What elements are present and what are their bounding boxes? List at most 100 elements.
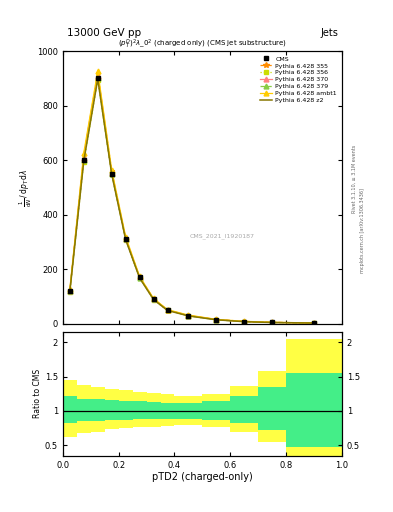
Pythia 6.428 355 — [123, 235, 128, 241]
Pythia 6.428 370 — [123, 236, 128, 242]
Pythia 6.428 379 — [214, 316, 219, 323]
Pythia 6.428 ambt1 — [151, 295, 156, 302]
Pythia 6.428 379 — [123, 236, 128, 242]
Line: Pythia 6.428 z2: Pythia 6.428 z2 — [70, 79, 314, 323]
CMS — [95, 75, 100, 81]
CMS — [151, 296, 156, 303]
Text: Rivet 3.1.10, ≥ 3.1M events: Rivet 3.1.10, ≥ 3.1M events — [352, 145, 357, 214]
Pythia 6.428 370 — [312, 320, 316, 326]
Pythia 6.428 z2 — [151, 296, 156, 303]
Pythia 6.428 356 — [123, 237, 128, 243]
Pythia 6.428 355 — [68, 287, 72, 293]
Pythia 6.428 ambt1 — [165, 307, 170, 313]
Pythia 6.428 370 — [270, 319, 275, 326]
Pythia 6.428 379 — [270, 319, 275, 326]
Pythia 6.428 379 — [186, 313, 191, 319]
Pythia 6.428 355 — [270, 319, 275, 326]
Pythia 6.428 z2 — [186, 313, 191, 319]
CMS — [137, 274, 142, 281]
CMS — [312, 320, 316, 326]
Pythia 6.428 ambt1 — [137, 273, 142, 280]
CMS — [109, 171, 114, 177]
CMS — [123, 236, 128, 242]
Pythia 6.428 370 — [109, 170, 114, 177]
Text: Jets: Jets — [320, 28, 338, 38]
Pythia 6.428 355 — [242, 318, 247, 325]
Pythia 6.428 356 — [95, 77, 100, 83]
Pythia 6.428 z2 — [137, 275, 142, 281]
Pythia 6.428 356 — [137, 275, 142, 281]
Pythia 6.428 z2 — [270, 319, 275, 326]
Pythia 6.428 379 — [151, 296, 156, 303]
Pythia 6.428 ambt1 — [81, 150, 86, 156]
Pythia 6.428 379 — [109, 171, 114, 177]
Line: Pythia 6.428 370: Pythia 6.428 370 — [68, 74, 316, 326]
Pythia 6.428 370 — [95, 73, 100, 79]
Pythia 6.428 356 — [165, 307, 170, 313]
Pythia 6.428 379 — [312, 320, 316, 326]
Text: 13000 GeV pp: 13000 GeV pp — [67, 28, 141, 38]
Pythia 6.428 ambt1 — [214, 316, 219, 323]
Pythia 6.428 356 — [151, 296, 156, 303]
Pythia 6.428 z2 — [123, 237, 128, 243]
Pythia 6.428 379 — [95, 75, 100, 81]
Pythia 6.428 355 — [165, 307, 170, 313]
Pythia 6.428 370 — [242, 318, 247, 325]
Pythia 6.428 370 — [165, 307, 170, 313]
Line: Pythia 6.428 355: Pythia 6.428 355 — [68, 71, 316, 326]
Pythia 6.428 370 — [151, 296, 156, 303]
Pythia 6.428 356 — [109, 172, 114, 178]
Pythia 6.428 379 — [81, 157, 86, 163]
Pythia 6.428 ambt1 — [186, 312, 191, 318]
Text: mcplots.cern.ch [arXiv:1306.3436]: mcplots.cern.ch [arXiv:1306.3436] — [360, 188, 365, 273]
Pythia 6.428 z2 — [165, 307, 170, 313]
Pythia 6.428 355 — [81, 152, 86, 158]
CMS — [165, 307, 170, 313]
Pythia 6.428 370 — [214, 316, 219, 323]
Pythia 6.428 ambt1 — [270, 319, 275, 325]
Pythia 6.428 355 — [186, 312, 191, 318]
Title: $(p_T^D)^2\lambda\_0^2$ (charged only) (CMS jet substructure): $(p_T^D)^2\lambda\_0^2$ (charged only) (… — [118, 38, 287, 51]
CMS — [270, 319, 275, 326]
Pythia 6.428 379 — [68, 288, 72, 294]
Pythia 6.428 ambt1 — [242, 318, 247, 325]
Pythia 6.428 379 — [242, 318, 247, 325]
Pythia 6.428 z2 — [214, 317, 219, 323]
Legend: CMS, Pythia 6.428 355, Pythia 6.428 356, Pythia 6.428 370, Pythia 6.428 379, Pyt: CMS, Pythia 6.428 355, Pythia 6.428 356,… — [258, 54, 339, 105]
Pythia 6.428 379 — [165, 307, 170, 313]
Pythia 6.428 355 — [95, 70, 100, 76]
CMS — [186, 313, 191, 319]
Pythia 6.428 355 — [214, 316, 219, 323]
Pythia 6.428 355 — [151, 295, 156, 302]
X-axis label: pTD2 (charged-only): pTD2 (charged-only) — [152, 472, 253, 482]
Pythia 6.428 356 — [214, 317, 219, 323]
Line: Pythia 6.428 379: Pythia 6.428 379 — [68, 75, 316, 326]
Line: CMS: CMS — [68, 76, 316, 326]
Pythia 6.428 356 — [242, 318, 247, 325]
Pythia 6.428 356 — [186, 313, 191, 319]
Pythia 6.428 370 — [137, 274, 142, 281]
Pythia 6.428 ambt1 — [312, 320, 316, 326]
Pythia 6.428 ambt1 — [95, 68, 100, 74]
Pythia 6.428 356 — [68, 289, 72, 295]
Pythia 6.428 356 — [81, 159, 86, 165]
Pythia 6.428 355 — [137, 274, 142, 280]
Pythia 6.428 ambt1 — [68, 286, 72, 292]
Pythia 6.428 355 — [312, 320, 316, 326]
Pythia 6.428 z2 — [109, 171, 114, 177]
Pythia 6.428 370 — [68, 288, 72, 294]
CMS — [214, 316, 219, 323]
Pythia 6.428 356 — [312, 320, 316, 326]
Pythia 6.428 379 — [137, 274, 142, 281]
Pythia 6.428 z2 — [81, 158, 86, 164]
Pythia 6.428 z2 — [312, 320, 316, 326]
Line: Pythia 6.428 356: Pythia 6.428 356 — [68, 77, 316, 326]
Pythia 6.428 z2 — [68, 288, 72, 294]
Pythia 6.428 370 — [81, 155, 86, 161]
Y-axis label: $\frac{1}{\mathrm{d}N}\,/\,\mathrm{d}p_T\,\mathrm{d}\lambda$: $\frac{1}{\mathrm{d}N}\,/\,\mathrm{d}p_T… — [18, 168, 34, 207]
CMS — [242, 318, 247, 325]
Pythia 6.428 z2 — [242, 318, 247, 325]
Pythia 6.428 370 — [186, 313, 191, 319]
Pythia 6.428 z2 — [95, 76, 100, 82]
CMS — [68, 288, 72, 294]
